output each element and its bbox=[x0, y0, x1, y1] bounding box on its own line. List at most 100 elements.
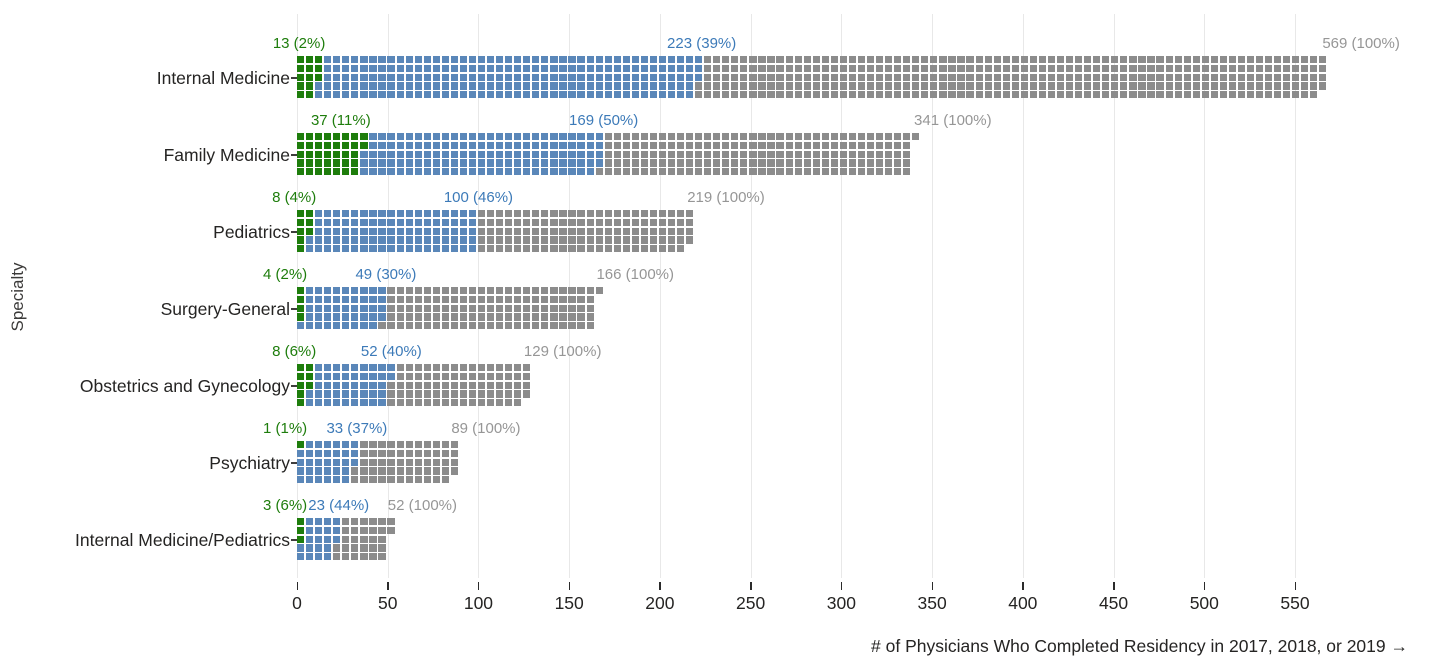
unit-square[interactable] bbox=[423, 381, 431, 389]
unit-square[interactable] bbox=[333, 82, 341, 90]
unit-square[interactable] bbox=[604, 64, 612, 72]
unit-square[interactable] bbox=[351, 218, 359, 226]
unit-square[interactable] bbox=[423, 210, 431, 218]
unit-square[interactable] bbox=[776, 64, 784, 72]
unit-square[interactable] bbox=[378, 304, 386, 312]
unit-square[interactable] bbox=[324, 313, 332, 321]
unit-square[interactable] bbox=[1192, 73, 1200, 81]
unit-square[interactable] bbox=[477, 381, 486, 389]
unit-square[interactable] bbox=[1056, 82, 1065, 90]
unit-square[interactable] bbox=[903, 82, 911, 90]
unit-square[interactable] bbox=[306, 210, 314, 218]
unit-square[interactable] bbox=[378, 313, 386, 321]
unit-square[interactable] bbox=[468, 322, 477, 330]
unit-square[interactable] bbox=[477, 91, 486, 99]
unit-square[interactable] bbox=[459, 304, 468, 312]
unit-square[interactable] bbox=[993, 82, 1001, 90]
unit-square[interactable] bbox=[414, 56, 422, 64]
unit-square[interactable] bbox=[821, 82, 829, 90]
unit-square[interactable] bbox=[306, 141, 314, 149]
unit-square[interactable] bbox=[577, 313, 585, 321]
unit-square[interactable] bbox=[342, 364, 350, 372]
unit-square[interactable] bbox=[984, 82, 992, 90]
unit-square[interactable] bbox=[559, 210, 567, 218]
unit-square[interactable] bbox=[315, 64, 323, 72]
waffle-bar[interactable] bbox=[297, 133, 925, 178]
unit-square[interactable] bbox=[324, 322, 332, 330]
unit-square[interactable] bbox=[306, 322, 314, 330]
unit-square[interactable] bbox=[676, 133, 685, 141]
unit-square[interactable] bbox=[903, 141, 911, 149]
unit-square[interactable] bbox=[812, 133, 820, 141]
unit-square[interactable] bbox=[387, 64, 395, 72]
unit-square[interactable] bbox=[396, 449, 404, 457]
unit-square[interactable] bbox=[776, 73, 784, 81]
unit-square[interactable] bbox=[306, 364, 314, 372]
unit-square[interactable] bbox=[912, 56, 920, 64]
unit-square[interactable] bbox=[695, 64, 703, 72]
unit-square[interactable] bbox=[432, 449, 440, 457]
unit-square[interactable] bbox=[803, 82, 811, 90]
unit-square[interactable] bbox=[966, 73, 974, 81]
unit-square[interactable] bbox=[505, 245, 513, 253]
unit-square[interactable] bbox=[857, 73, 866, 81]
unit-square[interactable] bbox=[731, 133, 739, 141]
unit-square[interactable] bbox=[306, 150, 314, 158]
unit-square[interactable] bbox=[342, 535, 350, 543]
unit-square[interactable] bbox=[559, 141, 567, 149]
unit-square[interactable] bbox=[767, 141, 775, 149]
unit-square[interactable] bbox=[450, 159, 458, 167]
unit-square[interactable] bbox=[315, 236, 323, 244]
unit-square[interactable] bbox=[1120, 64, 1128, 72]
unit-square[interactable] bbox=[333, 295, 341, 303]
unit-square[interactable] bbox=[459, 73, 468, 81]
unit-square[interactable] bbox=[604, 150, 612, 158]
unit-square[interactable] bbox=[622, 91, 630, 99]
unit-square[interactable] bbox=[369, 449, 377, 457]
unit-square[interactable] bbox=[550, 295, 558, 303]
unit-square[interactable] bbox=[459, 218, 468, 226]
unit-square[interactable] bbox=[794, 56, 802, 64]
unit-square[interactable] bbox=[486, 304, 495, 312]
unit-square[interactable] bbox=[1093, 64, 1101, 72]
unit-square[interactable] bbox=[1165, 82, 1173, 90]
unit-square[interactable] bbox=[468, 236, 477, 244]
unit-square[interactable] bbox=[324, 467, 332, 475]
unit-square[interactable] bbox=[658, 210, 667, 218]
unit-square[interactable] bbox=[414, 304, 422, 312]
unit-square[interactable] bbox=[695, 73, 703, 81]
unit-square[interactable] bbox=[604, 56, 612, 64]
unit-square[interactable] bbox=[658, 73, 667, 81]
unit-square[interactable] bbox=[894, 91, 902, 99]
unit-square[interactable] bbox=[297, 441, 305, 449]
unit-square[interactable] bbox=[423, 390, 431, 398]
unit-square[interactable] bbox=[333, 287, 341, 295]
unit-square[interactable] bbox=[903, 91, 911, 99]
unit-square[interactable] bbox=[324, 73, 332, 81]
unit-square[interactable] bbox=[324, 245, 332, 253]
unit-square[interactable] bbox=[369, 304, 377, 312]
unit-square[interactable] bbox=[930, 73, 938, 81]
unit-square[interactable] bbox=[722, 56, 730, 64]
unit-square[interactable] bbox=[342, 141, 350, 149]
unit-square[interactable] bbox=[450, 227, 458, 235]
unit-square[interactable] bbox=[459, 159, 468, 167]
unit-square[interactable] bbox=[342, 150, 350, 158]
unit-square[interactable] bbox=[577, 91, 585, 99]
unit-square[interactable] bbox=[450, 287, 458, 295]
unit-square[interactable] bbox=[396, 313, 404, 321]
unit-square[interactable] bbox=[1283, 64, 1291, 72]
unit-square[interactable] bbox=[667, 141, 676, 149]
unit-square[interactable] bbox=[378, 399, 386, 407]
unit-square[interactable] bbox=[1301, 82, 1309, 90]
unit-square[interactable] bbox=[821, 73, 829, 81]
unit-square[interactable] bbox=[459, 91, 468, 99]
unit-square[interactable] bbox=[450, 236, 458, 244]
unit-square[interactable] bbox=[1038, 82, 1047, 90]
unit-square[interactable] bbox=[315, 526, 323, 534]
unit-square[interactable] bbox=[306, 159, 314, 167]
unit-square[interactable] bbox=[622, 133, 630, 141]
unit-square[interactable] bbox=[297, 476, 305, 484]
unit-square[interactable] bbox=[1129, 64, 1137, 72]
unit-square[interactable] bbox=[396, 168, 404, 176]
